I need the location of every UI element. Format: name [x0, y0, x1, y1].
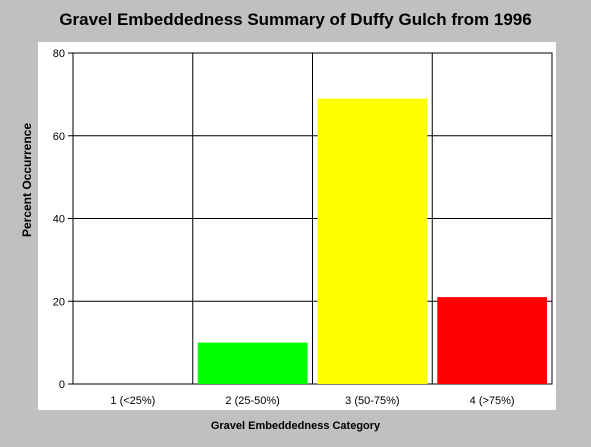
chart-title: Gravel Embeddedness Summary of Duffy Gul…: [59, 10, 532, 29]
y-tick-label-0: 0: [59, 379, 65, 391]
bar-4: [437, 297, 547, 384]
bar-2: [197, 342, 308, 384]
y-tick-label-4: 80: [53, 48, 65, 60]
y-tick-label-1: 20: [53, 296, 65, 308]
x-tick-label-1: 1 (<25%): [110, 395, 155, 407]
y-tick-label-3: 60: [53, 131, 65, 143]
x-tick-label-3: 3 (50-75%): [345, 395, 399, 407]
bar-3: [317, 98, 428, 384]
x-tick-label-4: 4 (>75%): [470, 395, 515, 407]
y-tick-label-2: 40: [53, 214, 65, 226]
x-axis-label: Gravel Embeddedness Category: [210, 420, 381, 432]
x-tick-label-2: 2 (25-50%): [225, 395, 279, 407]
